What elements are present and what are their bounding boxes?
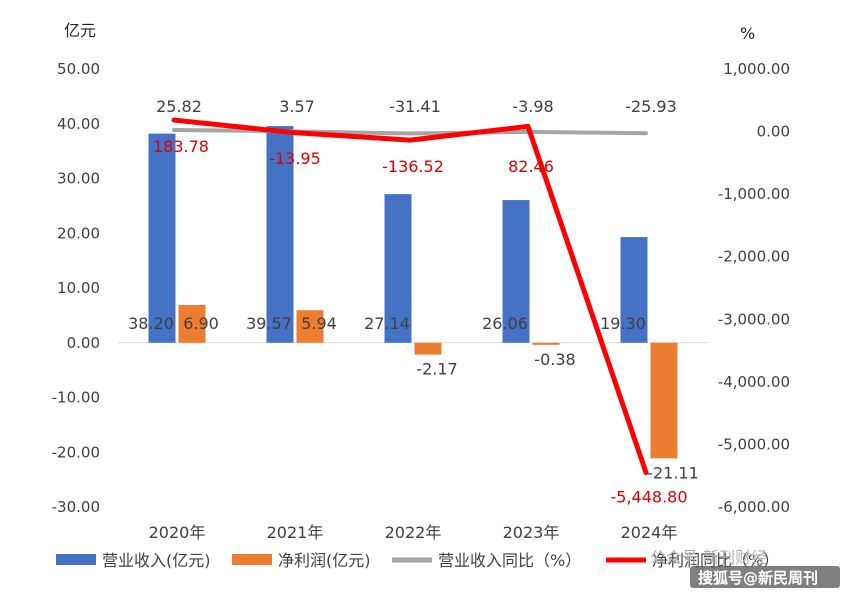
left-tick-label: -20.00 <box>52 443 100 461</box>
legend-label: 净利润同比（%） <box>652 551 779 570</box>
bar <box>266 126 294 343</box>
series-line <box>171 117 649 476</box>
category-label: 2023年 <box>503 523 560 542</box>
revenue-data-label: 27.14 <box>364 314 410 333</box>
profit-data-label: 6.90 <box>183 314 219 333</box>
left-tick-label: 30.00 <box>57 170 100 188</box>
revenue-yoy-label: -3.98 <box>512 97 553 116</box>
right-tick-label: 0.00 <box>757 123 790 141</box>
legend-swatch <box>232 554 272 565</box>
bar <box>384 194 412 343</box>
category-label: 2024年 <box>621 523 678 542</box>
left-tick-label: 20.00 <box>57 224 100 242</box>
left-tick-label: 50.00 <box>57 60 100 78</box>
revenue-data-label: 19.30 <box>600 314 646 333</box>
legend-swatch <box>56 554 96 565</box>
revenue-yoy-label: -25.93 <box>625 97 677 116</box>
watermark-badge <box>690 566 840 588</box>
revenue-data-label: 26.06 <box>482 314 528 333</box>
revenue-yoy-label: -31.41 <box>389 97 441 116</box>
revenue-data-label: 39.57 <box>246 314 292 333</box>
category-label: 2020年 <box>149 523 206 542</box>
line-series <box>171 117 649 476</box>
profit-yoy-label: -5,448.80 <box>610 488 687 507</box>
legend-label: 净利润(亿元) <box>278 551 371 570</box>
bar <box>296 310 324 343</box>
left-tick-label: -10.00 <box>52 389 100 407</box>
bar <box>532 342 560 345</box>
bar-series <box>148 126 678 459</box>
profit-data-label: 5.94 <box>301 314 337 333</box>
category-label: 2022年 <box>385 523 442 542</box>
bar <box>620 237 648 343</box>
revenue-yoy-label: 25.82 <box>156 97 202 116</box>
series-line <box>172 127 648 136</box>
left-tick-label: 10.00 <box>57 279 100 297</box>
left-axis-unit: 亿元 <box>64 21 96 40</box>
data-labels: 38.20 39.57 27.14 26.06 19.30 6.90 5.94 -2.17 -0… <box>128 97 699 507</box>
revenue-yoy-label: 3.57 <box>279 97 315 116</box>
profit-yoy-label: 183.78 <box>153 137 209 156</box>
right-tick-label: 1,000.00 <box>723 60 790 78</box>
legend: 营业收入(亿元) 净利润(亿元) 营业收入同比（%） 净利润同比（%） <box>56 551 779 570</box>
profit-yoy-label: -13.95 <box>269 149 321 168</box>
legend-label: 营业收入(亿元) <box>102 551 211 570</box>
left-tick-label: 40.00 <box>57 115 100 133</box>
right-tick-label: -2,000.00 <box>718 248 790 266</box>
revenue-data-label: 38.20 <box>128 314 174 333</box>
right-axis-unit: % <box>740 24 755 43</box>
bar <box>148 133 176 343</box>
bar <box>178 304 206 343</box>
watermark-text: 搜狐号@新民周刊 <box>698 569 818 587</box>
right-tick-label: -1,000.00 <box>718 185 790 203</box>
x-axis: 2020年 2021年 2022年 2023年 2024年 <box>118 342 708 542</box>
right-tick-label: -6,000.00 <box>718 498 790 516</box>
profit-yoy-label: -136.52 <box>382 157 444 176</box>
profit-data-label: -0.38 <box>534 350 575 369</box>
right-tick-label: -5,000.00 <box>718 435 790 453</box>
bar <box>414 342 442 355</box>
right-tick-label: -3,000.00 <box>718 310 790 328</box>
right-axis: % 1,000.00 0.00 -1,000.00 -2,000.00 -3,000.00… <box>718 24 790 516</box>
left-tick-label: -30.00 <box>52 498 100 516</box>
left-axis: 亿元 50.00 40.00 30.00 20.00 10.00 0.00 -10.00 -20… <box>52 21 100 516</box>
left-tick-label: 0.00 <box>67 334 100 352</box>
profit-yoy-label: 82.46 <box>508 157 554 176</box>
profit-data-label: -2.17 <box>416 360 457 379</box>
right-tick-label: -4,000.00 <box>718 373 790 391</box>
legend-label: 营业收入同比（%） <box>438 551 581 570</box>
category-label: 2021年 <box>267 523 324 542</box>
watermark-text: 公众号 新刊财经 <box>650 548 767 567</box>
bar <box>650 342 678 459</box>
profit-data-label: -21.11 <box>647 463 699 482</box>
bar <box>502 200 530 343</box>
